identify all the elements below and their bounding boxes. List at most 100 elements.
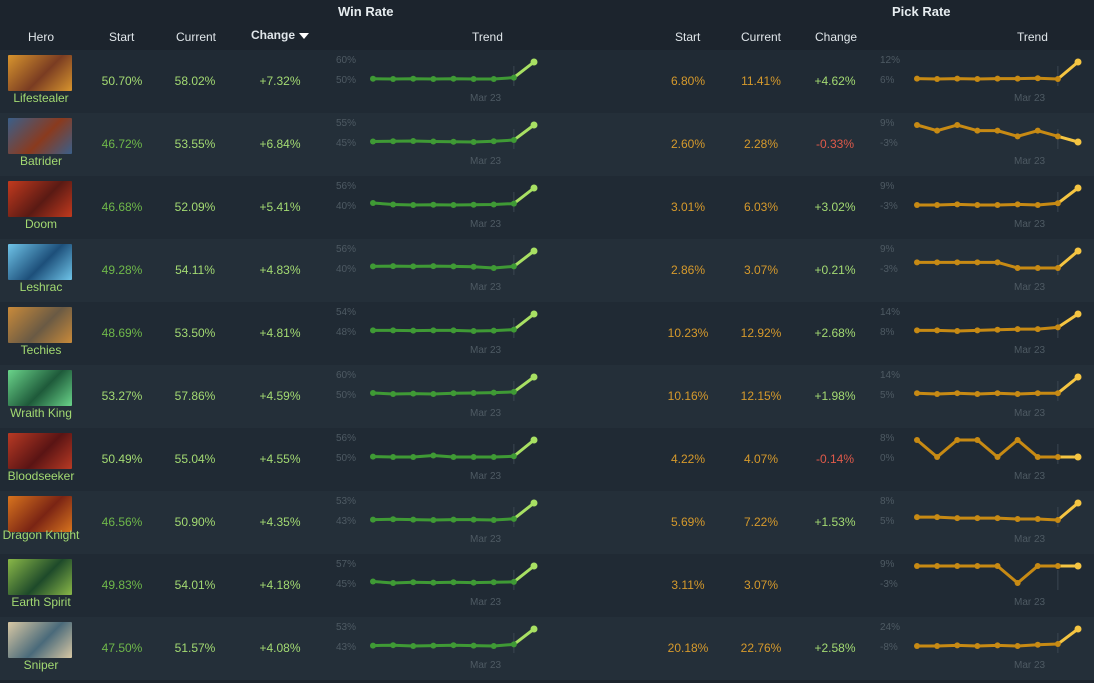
wr-trend-point[interactable]	[490, 579, 497, 586]
wr-trend-point[interactable]	[470, 389, 477, 396]
wr-trend-point[interactable]	[530, 310, 538, 318]
pr-trend-point[interactable]	[994, 127, 1001, 134]
wr-trend-point[interactable]	[390, 76, 397, 82]
wr-trend-point[interactable]	[450, 202, 457, 208]
hero-cell[interactable]: Doom	[0, 176, 82, 239]
pr-trend-point[interactable]	[954, 122, 961, 128]
wr-trend-point[interactable]	[470, 328, 477, 334]
pr-trend-point[interactable]	[914, 122, 920, 128]
wr-trend-point[interactable]	[490, 201, 497, 208]
wr-trend-point[interactable]	[530, 373, 538, 381]
pr-trend-point[interactable]	[914, 437, 920, 443]
pr-trend-point[interactable]	[994, 454, 1001, 460]
table-row[interactable]: Techies 48.69% 53.50% +4.81% 10.23% 12.92% +2.…	[0, 302, 1094, 365]
wr-trend-point[interactable]	[490, 643, 497, 649]
pr-trend-point[interactable]	[974, 76, 981, 82]
pr-trend-point[interactable]	[914, 75, 920, 82]
wr-trend-point[interactable]	[410, 579, 417, 586]
pr-trend-point[interactable]	[994, 75, 1001, 82]
wr-trend-point[interactable]	[410, 454, 417, 460]
wr-trend-point[interactable]	[510, 578, 517, 585]
hero-cell[interactable]: Wraith King	[0, 365, 82, 428]
pr-trend-point[interactable]	[1014, 580, 1021, 586]
pr-trend-point[interactable]	[1034, 390, 1041, 397]
wr-trend-point[interactable]	[510, 453, 517, 460]
wr-trend-point[interactable]	[430, 138, 437, 145]
pr-trend-point[interactable]	[1074, 562, 1082, 570]
wr-trend-point[interactable]	[390, 201, 397, 208]
wr-trend-point[interactable]	[530, 499, 538, 507]
wr-trend-point[interactable]	[470, 642, 477, 649]
wr-trend-point[interactable]	[510, 200, 517, 207]
wr-trend-point[interactable]	[370, 516, 376, 523]
hero-column-header[interactable]: Hero	[28, 30, 55, 44]
pr-trend-point[interactable]	[914, 327, 920, 334]
wr-trend-point[interactable]	[510, 641, 517, 648]
pr-trend-point[interactable]	[1034, 454, 1041, 460]
pr-trend-point[interactable]	[1054, 517, 1061, 523]
wr-trend-point[interactable]	[430, 391, 437, 397]
pr-trend-point[interactable]	[974, 391, 981, 397]
wr-trend-point[interactable]	[490, 327, 497, 334]
pr-trend-point[interactable]	[954, 515, 961, 522]
table-row[interactable]: Lifestealer 50.70% 58.02% +7.32% 6.80% 11.41%…	[0, 50, 1094, 113]
hero-cell[interactable]: Earth Spirit	[0, 554, 82, 617]
hero-cell[interactable]: Leshrac	[0, 239, 82, 302]
wr-trend-point[interactable]	[470, 263, 477, 270]
table-row[interactable]: Sniper 47.50% 51.57% +4.08% 20.18% 22.76% +2.5…	[0, 617, 1094, 680]
pr-current-column-header[interactable]: Current	[741, 30, 782, 44]
pr-trend-point[interactable]	[934, 127, 941, 134]
pr-trend-point[interactable]	[1034, 265, 1041, 271]
pr-trend-point[interactable]	[1074, 247, 1082, 255]
pr-trend-point[interactable]	[914, 390, 920, 397]
hero-cell[interactable]: Sniper	[0, 617, 82, 680]
wr-start-column-header[interactable]: Start	[109, 30, 135, 44]
pr-trend-point[interactable]	[974, 259, 981, 266]
wr-trend-point[interactable]	[370, 389, 376, 396]
wr-trend-point[interactable]	[410, 516, 417, 523]
pr-trend-point[interactable]	[1074, 453, 1082, 461]
wr-trend-point[interactable]	[450, 454, 457, 460]
pr-trend-point[interactable]	[1014, 133, 1021, 140]
pr-trend-point[interactable]	[934, 514, 941, 521]
hero-portrait[interactable]	[8, 181, 72, 217]
wr-trend-point[interactable]	[370, 263, 376, 270]
wr-trend-point[interactable]	[410, 75, 417, 82]
pr-trend-point[interactable]	[1054, 76, 1061, 82]
pr-trend-point[interactable]	[1074, 184, 1082, 192]
wr-trend-point[interactable]	[530, 247, 538, 255]
pr-trend-point[interactable]	[1054, 133, 1061, 140]
wr-trend-point[interactable]	[390, 263, 397, 270]
wr-trend-point[interactable]	[490, 454, 497, 460]
pr-trend-point[interactable]	[954, 390, 961, 397]
pr-trend-point[interactable]	[954, 563, 961, 569]
wr-current-column-header[interactable]: Current	[176, 30, 217, 44]
hero-portrait[interactable]	[8, 622, 72, 658]
pr-start-column-header[interactable]: Start	[675, 30, 701, 44]
pr-trend-point[interactable]	[1034, 563, 1041, 569]
wr-trend-point[interactable]	[450, 516, 457, 523]
pr-trend-point[interactable]	[974, 643, 981, 649]
pr-trend-point[interactable]	[1074, 310, 1082, 318]
wr-trend-point[interactable]	[510, 515, 517, 522]
hero-name[interactable]: Batrider	[19, 154, 63, 168]
wr-trend-point[interactable]	[370, 453, 376, 460]
table-row[interactable]: Leshrac 49.28% 54.11% +4.83% 2.86% 3.07% +0.21…	[0, 239, 1094, 302]
pr-trend-point[interactable]	[1034, 202, 1041, 208]
pr-trend-point[interactable]	[954, 328, 961, 334]
pr-trend-point[interactable]	[994, 390, 1001, 397]
wr-trend-point[interactable]	[490, 265, 497, 271]
table-row[interactable]: Dragon Knight 46.56% 50.90% +4.35% 5.69% 7.22…	[0, 491, 1094, 554]
wr-trend-point[interactable]	[530, 58, 538, 66]
pr-trend-point[interactable]	[1014, 75, 1021, 82]
hero-portrait[interactable]	[8, 307, 72, 343]
wr-trend-point[interactable]	[390, 580, 397, 586]
hero-cell[interactable]: Batrider	[0, 113, 82, 176]
wr-trend-point[interactable]	[530, 436, 538, 444]
pr-trend-point[interactable]	[994, 202, 1001, 208]
table-row[interactable]: Doom 46.68% 52.09% +5.41% 3.01% 6.03% +3.02% 56…	[0, 176, 1094, 239]
wr-trend-point[interactable]	[430, 642, 437, 649]
hero-name[interactable]: Bloodseeker	[7, 469, 75, 483]
pr-trend-point[interactable]	[974, 437, 981, 443]
hero-portrait[interactable]	[8, 433, 72, 469]
